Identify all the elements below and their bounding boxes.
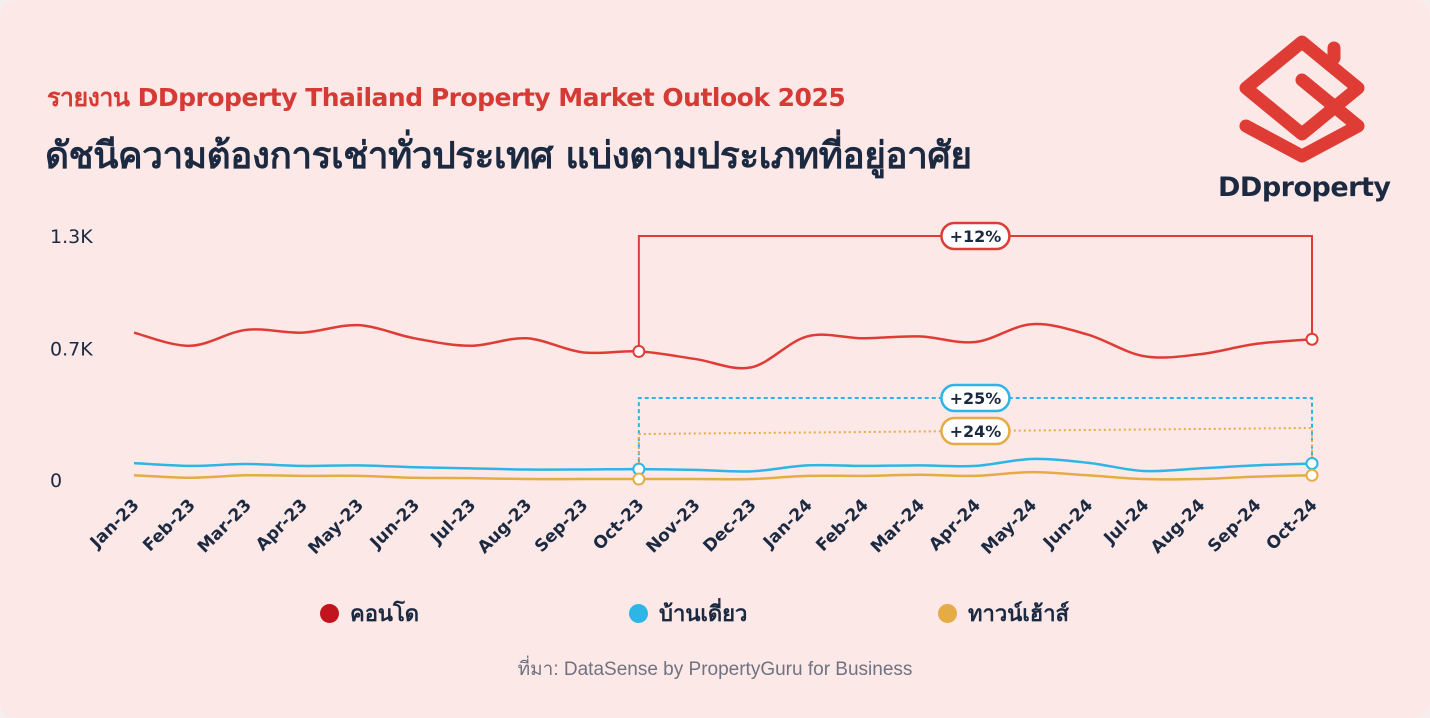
- series-marker: [1305, 332, 1319, 346]
- legend-marker: [938, 604, 957, 623]
- legend-item-detached-house: บ้านเดี่ยว: [629, 596, 747, 631]
- series-marker: [1305, 456, 1319, 470]
- x-tick-label: Oct-23: [589, 495, 648, 554]
- x-tick-label: Jun-23: [366, 495, 424, 553]
- logo-text: DDproperty: [1218, 172, 1391, 203]
- annotation-badge: [940, 416, 1011, 446]
- x-tick-label: May-23: [305, 495, 368, 558]
- page-title: ดัชนีความต้องการเช่าทั่วประเทศ แบ่งตามปร…: [45, 134, 972, 177]
- source-note: ที่มา: DataSense by PropertyGuru for Bus…: [517, 659, 913, 680]
- x-tick-label: Jul-24: [1100, 495, 1154, 549]
- annotation-label: +24%: [950, 422, 1002, 441]
- legend-item-condo: คอนโด: [320, 596, 419, 631]
- series-line: [133, 322, 1313, 370]
- x-tick-label: Apr-23: [252, 495, 312, 555]
- x-tick-label: May-24: [978, 495, 1042, 559]
- x-tick-label: Jan-23: [86, 495, 144, 553]
- annotation-bracket: [637, 235, 1313, 352]
- legend-label: บ้านเดี่ยว: [659, 602, 748, 627]
- annotation-label: +12%: [950, 227, 1002, 246]
- x-tick-label: Sep-23: [531, 495, 592, 556]
- legend-item-townhouse: ทาวน์เฮ้าส์: [938, 596, 1069, 631]
- x-tick-label: Jan-24: [759, 495, 817, 553]
- x-tick-label: Nov-23: [642, 495, 704, 557]
- annotation-label: +25%: [950, 389, 1002, 408]
- x-tick-label: Apr-24: [925, 495, 985, 555]
- series-marker: [1305, 468, 1319, 482]
- x-tick-label: Mar-24: [867, 495, 929, 557]
- x-tick-label: Jul-23: [426, 495, 480, 549]
- x-tick-label: Feb-24: [812, 495, 872, 555]
- x-tick-label: Aug-24: [1147, 495, 1209, 557]
- y-tick-label: 1.3K: [50, 226, 93, 248]
- x-tick-label: Feb-23: [139, 495, 199, 555]
- ddproperty-logo-icon: [1239, 35, 1365, 163]
- annotation-badge: [940, 383, 1011, 413]
- series-marker: [632, 472, 646, 486]
- annotation-badge: [940, 221, 1011, 251]
- report-title: รายงาน DDproperty Thailand Property Mark…: [47, 83, 846, 112]
- x-tick-label: Aug-23: [474, 495, 536, 557]
- legend-marker: [629, 604, 648, 623]
- legend-marker: [320, 604, 339, 623]
- y-tick-label: 0: [50, 470, 62, 492]
- legend-label: คอนโด: [350, 602, 420, 627]
- series-line: [133, 470, 1313, 481]
- x-tick-label: Sep-24: [1204, 495, 1265, 556]
- series-line: [133, 457, 1313, 473]
- x-tick-label: Jun-24: [1039, 495, 1097, 553]
- y-tick-label: 0.7K: [50, 339, 93, 361]
- legend-label: ทาวน์เฮ้าส์: [968, 602, 1069, 627]
- x-tick-label: Dec-23: [699, 495, 760, 556]
- series-marker: [632, 344, 646, 358]
- x-tick-label: Oct-24: [1263, 495, 1322, 554]
- x-tick-label: Mar-23: [194, 495, 256, 557]
